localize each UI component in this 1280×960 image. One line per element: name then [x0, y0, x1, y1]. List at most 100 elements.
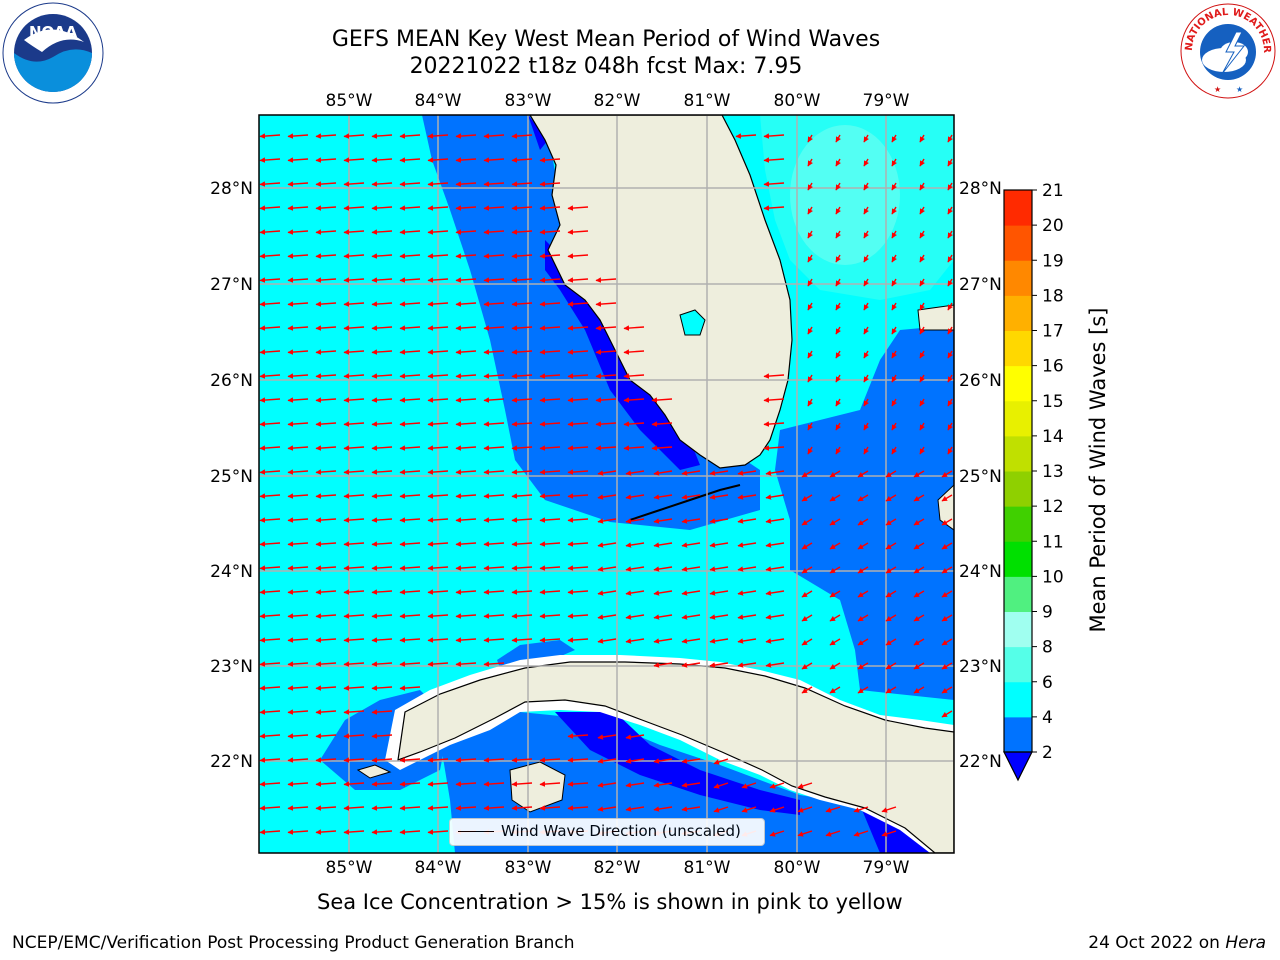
wind-wave-arrow — [427, 541, 449, 547]
wind-wave-arrow — [595, 445, 617, 451]
lon-label-bottom: 85°W — [326, 858, 373, 878]
wind-wave-arrow — [567, 517, 589, 523]
wind-wave-arrow — [891, 398, 897, 407]
wind-wave-arrow — [567, 277, 589, 283]
wind-wave-arrow — [287, 421, 309, 427]
lon-label-bottom: 83°W — [505, 858, 552, 878]
wind-wave-arrow — [857, 686, 869, 694]
wind-wave-arrow — [259, 397, 281, 403]
wind-wave-arrow — [653, 470, 673, 476]
wind-wave-arrow — [567, 469, 589, 475]
wind-wave-arrow — [881, 806, 897, 813]
wind-wave-arrow — [427, 565, 449, 571]
wind-wave-arrow — [801, 566, 813, 574]
wind-wave-arrow — [863, 374, 869, 383]
wind-wave-arrow — [287, 445, 309, 451]
wind-wave-arrow — [399, 493, 421, 499]
wind-wave-arrow — [343, 301, 365, 307]
wind-wave-arrow — [801, 470, 813, 478]
wind-wave-arrow — [343, 445, 365, 451]
wind-wave-arrow — [371, 589, 393, 595]
wind-wave-arrow — [371, 709, 393, 715]
wind-wave-arrow — [287, 133, 309, 139]
wind-wave-arrow — [625, 806, 645, 812]
wind-wave-arrow — [597, 758, 617, 764]
wind-wave-arrow — [947, 398, 953, 407]
wind-wave-arrow — [863, 422, 869, 431]
footer-date: 24 Oct 2022 on Hera — [1088, 933, 1266, 953]
wind-wave-arrow — [825, 806, 841, 813]
wind-wave-arrow — [483, 301, 505, 307]
wind-wave-arrow — [427, 277, 449, 283]
wind-wave-arrow — [567, 205, 589, 211]
wind-wave-arrow — [863, 398, 869, 407]
wind-wave-arrow — [623, 421, 645, 427]
wind-wave-arrow — [891, 278, 897, 287]
wind-wave-arrow — [399, 229, 421, 235]
wind-wave-arrow — [947, 302, 953, 311]
wind-wave-arrow — [371, 205, 393, 211]
wind-wave-arrow — [259, 349, 281, 355]
wind-wave-arrow — [891, 230, 897, 239]
wind-wave-arrow — [919, 422, 925, 431]
wind-wave-arrow — [455, 181, 477, 187]
wind-wave-arrow — [287, 469, 309, 475]
wind-wave-arrow — [399, 277, 421, 283]
wind-wave-arrow — [941, 518, 953, 526]
wind-wave-arrow — [287, 805, 309, 811]
wind-wave-arrow — [567, 805, 589, 811]
wind-wave-arrow — [399, 181, 421, 187]
wind-wave-arrow — [287, 517, 309, 523]
wind-wave-arrow — [885, 470, 897, 478]
wind-wave-arrow — [941, 590, 953, 598]
wind-wave-arrow — [625, 566, 645, 572]
wind-wave-arrow — [885, 662, 897, 670]
wind-wave-arrow — [287, 325, 309, 331]
wind-wave-arrow — [343, 373, 365, 379]
wind-wave-arrow — [735, 133, 757, 139]
wind-wave-arrow — [835, 278, 841, 287]
wind-wave-arrow — [653, 782, 673, 788]
lat-label-right: 22°N — [959, 752, 1002, 772]
wind-wave-arrow — [863, 206, 869, 215]
wind-wave-arrow — [885, 518, 897, 526]
wind-wave-arrow — [371, 349, 393, 355]
wind-wave-arrow — [287, 661, 309, 667]
wind-wave-arrow — [709, 590, 729, 596]
lat-label-left: 22°N — [210, 752, 253, 772]
colorbar-segment — [1004, 260, 1032, 296]
wind-wave-arrow — [371, 637, 393, 643]
wind-wave-arrow — [343, 613, 365, 619]
wind-wave-arrow — [343, 349, 365, 355]
wind-wave-arrow — [511, 133, 533, 139]
wind-wave-arrow — [913, 566, 925, 574]
wind-wave-arrow — [595, 277, 617, 283]
wind-wave-arrow — [371, 373, 393, 379]
wind-wave-arrow — [807, 278, 813, 287]
wind-wave-arrow — [399, 301, 421, 307]
colorbar-tick-label: 13 — [1042, 462, 1064, 482]
legend-label: Wind Wave Direction (unscaled) — [501, 822, 741, 840]
wind-wave-arrow — [511, 637, 533, 643]
wind-wave-arrow — [259, 493, 281, 499]
wind-wave-arrow — [399, 637, 421, 643]
wind-wave-arrow — [829, 542, 841, 550]
wind-wave-arrow — [741, 782, 757, 789]
wind-wave-arrow — [287, 373, 309, 379]
wind-wave-arrow — [315, 685, 337, 691]
wind-wave-arrow — [455, 373, 477, 379]
colorbar-tick-label: 4 — [1042, 708, 1053, 728]
noaa-logo-icon: NOAA — [2, 2, 104, 104]
wind-wave-arrow — [941, 638, 953, 646]
wind-wave-arrow — [539, 181, 561, 187]
wind-wave-arrow — [653, 806, 673, 812]
map-legend: Wind Wave Direction (unscaled) — [449, 818, 765, 846]
wind-wave-arrow — [737, 518, 757, 524]
wind-wave-arrow — [597, 614, 617, 620]
wind-wave-arrow — [567, 397, 589, 403]
wind-wave-arrow — [567, 325, 589, 331]
wind-wave-arrow — [625, 470, 645, 476]
wind-wave-arrow — [801, 494, 813, 502]
wind-wave-arrow — [829, 614, 841, 622]
